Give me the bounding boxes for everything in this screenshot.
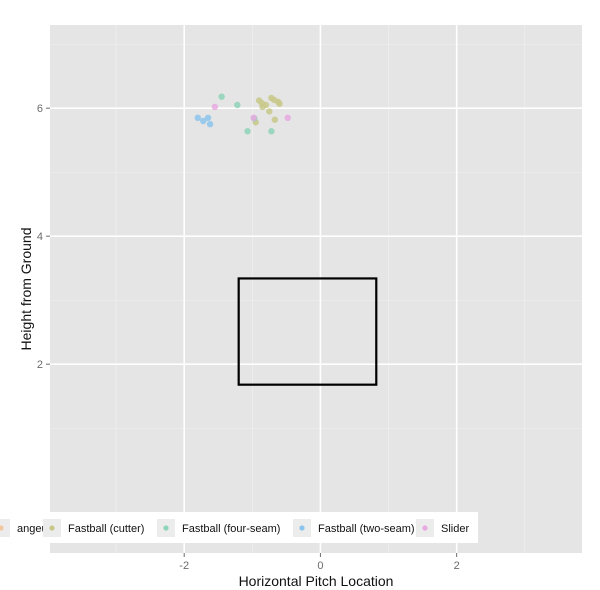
legend-label: Fastball (four-seam) — [182, 523, 280, 535]
pitch-point — [268, 128, 275, 135]
pitch-point — [211, 103, 219, 111]
legend-label: Slider — [441, 523, 469, 535]
legend-label: Fastball (two-seam) — [318, 523, 415, 535]
x-tick-label: 0 — [317, 560, 323, 572]
strike-zone — [237, 277, 378, 386]
x-tick-label: 2 — [454, 560, 460, 572]
pitch-point — [284, 114, 291, 122]
legend-key — [0, 519, 10, 537]
pitch-point — [271, 116, 278, 123]
legend-key-dot — [0, 525, 4, 531]
pitch-point — [194, 114, 202, 122]
pitch-point — [276, 100, 283, 107]
data-points — [194, 93, 291, 135]
pitch-point — [234, 101, 241, 109]
x-axis-ticks: -2 0 2 — [179, 553, 460, 572]
pitch-point — [218, 93, 225, 100]
legend: angeup Fastball (cutter) Fastball (four-se… — [0, 512, 478, 543]
x-axis-title: Horizontal Pitch Location — [239, 573, 394, 589]
pitch-point — [204, 114, 212, 122]
pitch-point — [200, 117, 207, 125]
y-tick-label: 2 — [37, 359, 43, 371]
legend-label: Fastball (cutter) — [68, 523, 144, 535]
pitch-point — [244, 128, 251, 135]
y-tick-label: 4 — [37, 231, 43, 243]
legend-key-dot — [299, 525, 305, 531]
pitch-point — [266, 108, 273, 115]
x-tick-label: -2 — [179, 560, 189, 572]
y-tick-label: 6 — [37, 103, 43, 115]
plot-panel — [50, 25, 582, 553]
grid-lines — [50, 25, 582, 553]
y-axis-ticks: 2 4 6 — [37, 103, 50, 371]
legend-key-dot — [422, 525, 428, 531]
pitch-point — [259, 103, 266, 111]
legend-key-dot — [49, 525, 55, 531]
pitch-point — [250, 114, 257, 122]
legend-box — [0, 512, 478, 543]
legend-key-dot — [163, 525, 169, 531]
pitch-point — [206, 121, 214, 128]
y-axis-title: Height from Ground — [18, 228, 34, 351]
